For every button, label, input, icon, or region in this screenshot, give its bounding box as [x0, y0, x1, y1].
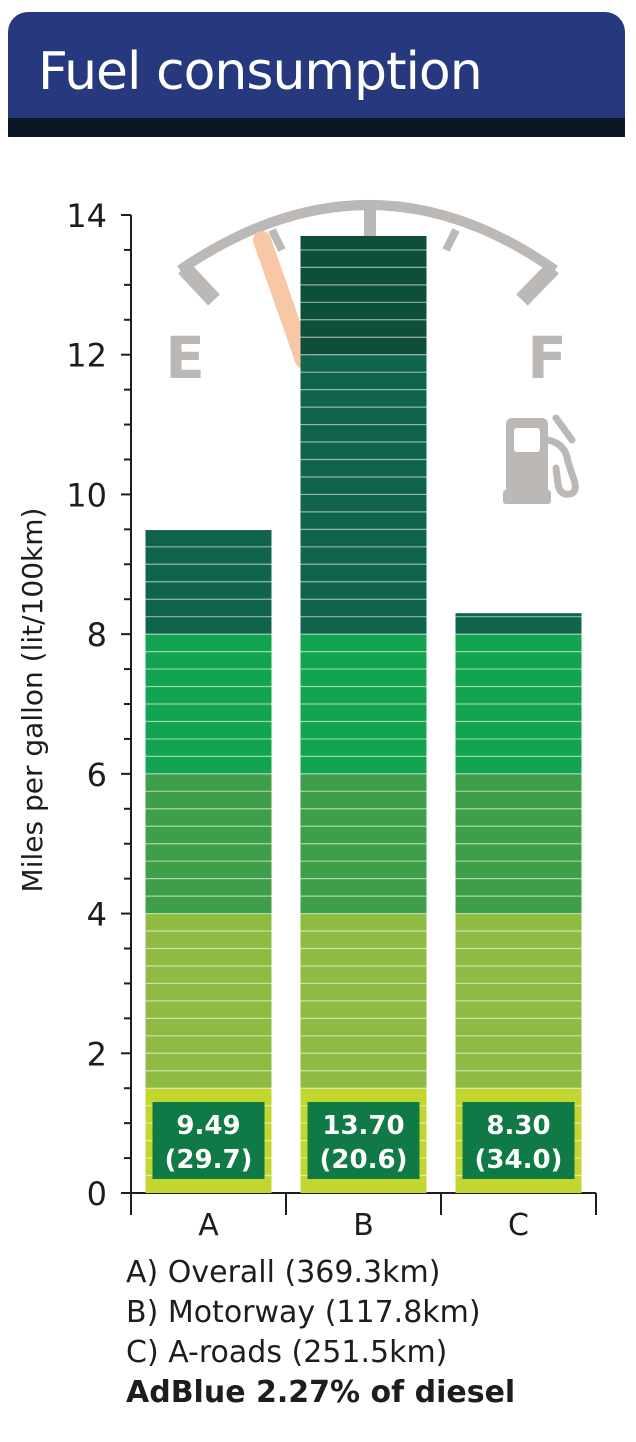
y-tick-label: 10 — [66, 476, 107, 514]
gauge-tick — [442, 228, 460, 252]
data-label-c: 8.30 (34.0) — [462, 1102, 575, 1179]
y-tick-label: 0 — [87, 1175, 107, 1213]
data-label-lper100km: (34.0) — [475, 1145, 563, 1175]
caption-b: B) Motorway (117.8km) — [126, 1295, 481, 1330]
y-tick-label: 12 — [66, 337, 107, 375]
caption-c: C) A-roads (251.5km) — [126, 1335, 448, 1370]
y-axis-label: Miles per gallon (lit/100km) — [16, 508, 49, 893]
gauge-tick — [268, 228, 286, 252]
gauge-empty-label: E — [165, 324, 205, 392]
bar-b — [300, 235, 427, 1193]
data-label-lper100km: (29.7) — [165, 1145, 253, 1175]
data-label-mpg: 9.49 — [176, 1111, 240, 1141]
bars-layer — [145, 235, 582, 1193]
bar-a — [145, 530, 272, 1193]
x-tick-label: B — [353, 1208, 374, 1243]
y-tick-label: 14 — [66, 197, 107, 235]
gauge-tick — [516, 262, 559, 306]
data-label-lper100km: (20.6) — [320, 1145, 408, 1175]
gauge-full-label: F — [527, 324, 567, 392]
caption-a: A) Overall (369.3km) — [126, 1255, 441, 1290]
x-tick-label: A — [198, 1208, 219, 1243]
y-tick-label: 4 — [87, 896, 107, 934]
y-tick-label: 8 — [87, 616, 107, 654]
header-divider — [8, 118, 625, 137]
fuel-gauge-illustration: E F — [165, 200, 579, 504]
data-label-box — [152, 1102, 265, 1179]
y-tick-label: 2 — [87, 1035, 107, 1073]
bar-c — [455, 613, 582, 1193]
header-banner: Fuel consumption — [8, 12, 625, 118]
bar-segment — [455, 613, 582, 635]
data-labels-layer: 9.49 (29.7) 13.70 (20.6) 8.30 (34.0) — [152, 1102, 575, 1179]
data-label-mpg: 13.70 — [322, 1111, 404, 1141]
x-tick-label: C — [508, 1208, 529, 1243]
data-label-box — [307, 1102, 420, 1179]
gauge-ticks — [178, 200, 559, 306]
chart-captions: A) Overall (369.3km) B) Motorway (117.8k… — [126, 1253, 515, 1413]
data-label-mpg: 8.30 — [486, 1111, 550, 1141]
gauge-tick — [178, 262, 220, 306]
bar-segment — [300, 235, 427, 355]
adblue-annotation: AdBlue 2.27% of diesel — [126, 1375, 516, 1410]
y-tick-label: 6 — [87, 756, 107, 794]
data-label-b: 13.70 (20.6) — [307, 1102, 420, 1179]
fuel-pump-icon — [503, 414, 579, 504]
data-label-a: 9.49 (29.7) — [152, 1102, 265, 1179]
data-label-box — [462, 1102, 575, 1179]
page-title: Fuel consumption — [38, 42, 483, 102]
gauge-needle — [253, 231, 313, 369]
